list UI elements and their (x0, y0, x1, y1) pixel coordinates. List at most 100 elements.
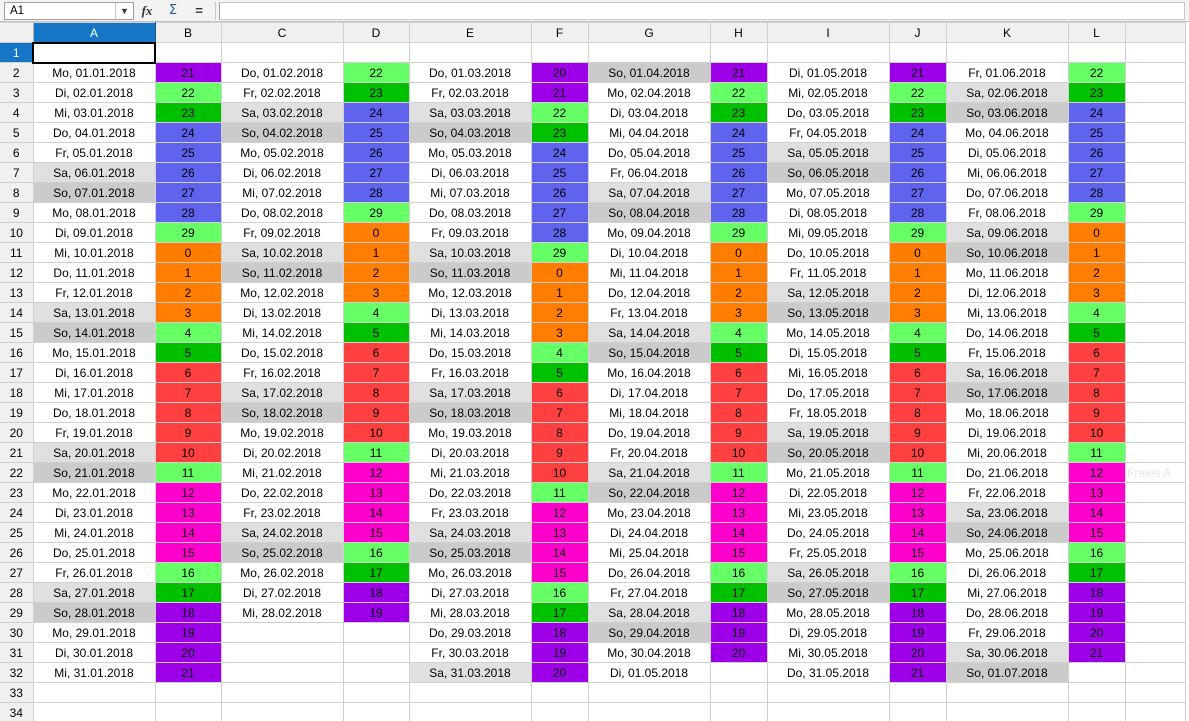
table-row[interactable]: 26 Do, 25.01.2018 15 So, 25.02.2018 16 So, 25… (0, 542, 1186, 563)
cell-I25[interactable]: Do, 24.05.2018 (767, 522, 890, 543)
table-row[interactable]: 5 Do, 04.01.2018 24 So, 04.02.2018 25 So, 04.… (0, 122, 1186, 143)
cell-J31[interactable]: 20 (889, 642, 947, 663)
cell-G13[interactable]: Do, 12.04.2018 (588, 282, 711, 303)
cell-filler-4[interactable] (1125, 102, 1186, 123)
cell-L6[interactable]: 26 (1068, 142, 1126, 163)
cell-G14[interactable]: Fr, 13.04.2018 (588, 302, 711, 323)
cell-F34[interactable] (531, 702, 589, 721)
cell-A17[interactable]: Di, 16.01.2018 (33, 362, 156, 383)
cell-E3[interactable]: Fr, 02.03.2018 (409, 82, 532, 103)
cell-G18[interactable]: Di, 17.04.2018 (588, 382, 711, 403)
cell-G26[interactable]: Mi, 25.04.2018 (588, 542, 711, 563)
cell-L7[interactable]: 27 (1068, 162, 1126, 183)
cell-E1[interactable] (409, 42, 532, 63)
cell-E13[interactable]: Mo, 12.03.2018 (409, 282, 532, 303)
cell-filler-5[interactable] (1125, 122, 1186, 143)
cell-A32[interactable]: Mi, 31.01.2018 (33, 662, 156, 683)
cell-H34[interactable] (710, 702, 768, 721)
table-row[interactable]: 8 So, 07.01.2018 27 Mi, 07.02.2018 28 Mi, 07.… (0, 182, 1186, 203)
table-row[interactable]: 28 Sa, 27.01.2018 17 Di, 27.02.2018 18 Di, 27… (0, 582, 1186, 603)
row-header-13[interactable]: 13 (0, 282, 34, 303)
row-header-7[interactable]: 7 (0, 162, 34, 183)
row-header-33[interactable]: 33 (0, 682, 34, 703)
row-header-16[interactable]: 16 (0, 342, 34, 363)
cell-H2[interactable]: 21 (710, 62, 768, 83)
row-header-19[interactable]: 19 (0, 402, 34, 423)
cell-K8[interactable]: Do, 07.06.2018 (946, 182, 1069, 203)
cell-E8[interactable]: Mi, 07.03.2018 (409, 182, 532, 203)
cell-A2[interactable]: Mo, 01.01.2018 (33, 62, 156, 83)
cell-B11[interactable]: 0 (155, 242, 222, 263)
cell-A1[interactable] (33, 42, 156, 63)
cell-H12[interactable]: 1 (710, 262, 768, 283)
cell-F28[interactable]: 16 (531, 582, 589, 603)
cell-G5[interactable]: Mi, 04.04.2018 (588, 122, 711, 143)
formula-input[interactable] (219, 1, 1185, 20)
cell-I3[interactable]: Mi, 02.05.2018 (767, 82, 890, 103)
cell-F21[interactable]: 9 (531, 442, 589, 463)
cell-E33[interactable] (409, 682, 532, 703)
cell-G11[interactable]: Di, 10.04.2018 (588, 242, 711, 263)
column-header-a[interactable]: A (33, 22, 156, 43)
cell-C15[interactable]: Mi, 14.02.2018 (221, 322, 344, 343)
chevron-down-icon[interactable]: ▼ (115, 2, 133, 19)
cell-F22[interactable]: 10 (531, 462, 589, 483)
row-header-11[interactable]: 11 (0, 242, 34, 263)
cell-I9[interactable]: Di, 08.05.2018 (767, 202, 890, 223)
cell-E24[interactable]: Fr, 23.03.2018 (409, 502, 532, 523)
row-header-9[interactable]: 9 (0, 202, 34, 223)
cell-G2[interactable]: So, 01.04.2018 (588, 62, 711, 83)
cell-D29[interactable]: 19 (343, 602, 410, 623)
cell-D30[interactable] (343, 622, 410, 643)
cell-J21[interactable]: 10 (889, 442, 947, 463)
formula-icon[interactable]: = (195, 3, 203, 18)
cell-L34[interactable] (1068, 702, 1126, 721)
cell-J17[interactable]: 6 (889, 362, 947, 383)
cell-H30[interactable]: 19 (710, 622, 768, 643)
cell-I24[interactable]: Mi, 23.05.2018 (767, 502, 890, 523)
cell-C14[interactable]: Di, 13.02.2018 (221, 302, 344, 323)
cell-B27[interactable]: 16 (155, 562, 222, 583)
cell-A31[interactable]: Di, 30.01.2018 (33, 642, 156, 663)
cell-G31[interactable]: Mo, 30.04.2018 (588, 642, 711, 663)
cell-D22[interactable]: 12 (343, 462, 410, 483)
cell-C31[interactable] (221, 642, 344, 663)
cell-A12[interactable]: Do, 11.01.2018 (33, 262, 156, 283)
cell-E25[interactable]: Sa, 24.03.2018 (409, 522, 532, 543)
cell-C30[interactable] (221, 622, 344, 643)
cell-F20[interactable]: 8 (531, 422, 589, 443)
cell-A27[interactable]: Fr, 26.01.2018 (33, 562, 156, 583)
cell-L19[interactable]: 9 (1068, 402, 1126, 423)
cell-B2[interactable]: 21 (155, 62, 222, 83)
cell-C6[interactable]: Mo, 05.02.2018 (221, 142, 344, 163)
cell-J16[interactable]: 5 (889, 342, 947, 363)
cell-I1[interactable] (767, 42, 890, 63)
cell-filler-11[interactable] (1125, 242, 1186, 263)
cell-C16[interactable]: Do, 15.02.2018 (221, 342, 344, 363)
cell-E31[interactable]: Fr, 30.03.2018 (409, 642, 532, 663)
row-header-5[interactable]: 5 (0, 122, 34, 143)
table-row[interactable]: 23 Mo, 22.01.2018 12 Do, 22.02.2018 13 Do, 22… (0, 482, 1186, 503)
cell-J2[interactable]: 21 (889, 62, 947, 83)
cell-K34[interactable] (946, 702, 1069, 721)
cell-K9[interactable]: Fr, 08.06.2018 (946, 202, 1069, 223)
cell-G34[interactable] (588, 702, 711, 721)
cell-J27[interactable]: 16 (889, 562, 947, 583)
select-all-corner[interactable] (0, 22, 34, 43)
cell-D28[interactable]: 18 (343, 582, 410, 603)
cell-A14[interactable]: Sa, 13.01.2018 (33, 302, 156, 323)
cell-A18[interactable]: Mi, 17.01.2018 (33, 382, 156, 403)
cell-E11[interactable]: Sa, 10.03.2018 (409, 242, 532, 263)
cell-E23[interactable]: Do, 22.03.2018 (409, 482, 532, 503)
cell-A4[interactable]: Mi, 03.01.2018 (33, 102, 156, 123)
cell-H4[interactable]: 23 (710, 102, 768, 123)
cell-L1[interactable] (1068, 42, 1126, 63)
cell-E7[interactable]: Di, 06.03.2018 (409, 162, 532, 183)
cell-C17[interactable]: Fr, 16.02.2018 (221, 362, 344, 383)
cell-I28[interactable]: So, 27.05.2018 (767, 582, 890, 603)
cell-H26[interactable]: 15 (710, 542, 768, 563)
column-header-h[interactable]: H (710, 22, 768, 43)
cell-C10[interactable]: Fr, 09.02.2018 (221, 222, 344, 243)
cell-E22[interactable]: Mi, 21.03.2018 (409, 462, 532, 483)
cell-filler-16[interactable] (1125, 342, 1186, 363)
